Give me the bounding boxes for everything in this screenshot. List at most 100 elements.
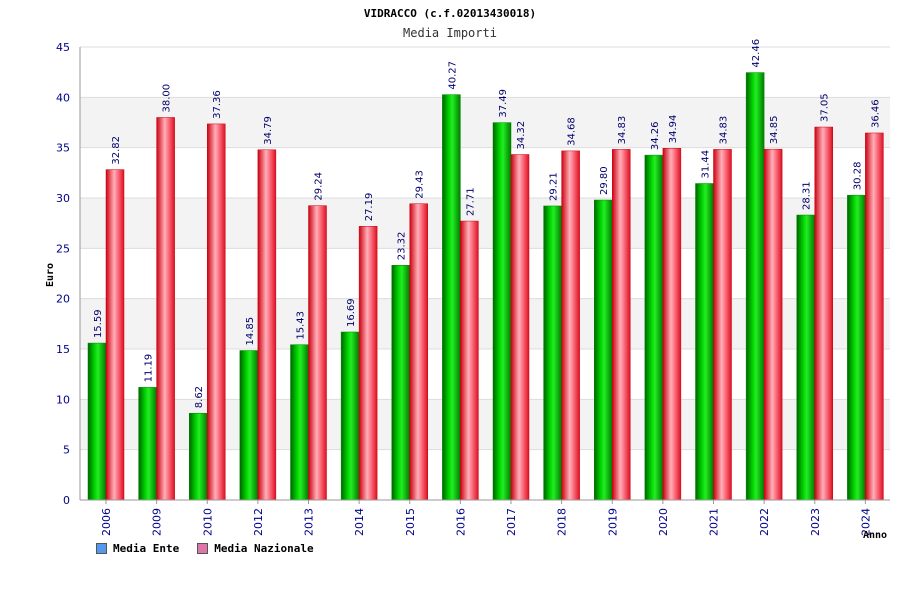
bar-media-ente-2010 (189, 412, 208, 501)
data-label: 34.83 (617, 116, 628, 145)
data-label: 38.00 (162, 84, 173, 113)
data-label: 42.46 (751, 39, 762, 68)
x-tick-label: 2014 (353, 508, 366, 536)
y-tick-label: 40 (56, 91, 70, 104)
bar-media-ente-2006 (87, 342, 107, 501)
bar-media-ente-2014 (340, 331, 360, 501)
x-tick-label: 2020 (657, 508, 670, 536)
bar-media-nazionale-2019 (612, 149, 631, 501)
bar-media-ente-2016 (442, 94, 461, 501)
data-label: 34.94 (668, 115, 679, 144)
x-tick-label: 2017 (505, 508, 518, 536)
data-label: 34.68 (567, 117, 578, 146)
x-tick-label: 2009 (151, 508, 164, 536)
x-tick-label: 2013 (303, 508, 316, 536)
bars: 15.59 32.82 11.19 38.00 8.62 37.36 14.85 34.79 1… (87, 39, 884, 501)
legend-item-media-ente: Media Ente (96, 542, 179, 555)
x-tick-label: 2018 (556, 508, 569, 536)
data-label: 37.36 (212, 90, 223, 119)
y-tick-label: 45 (56, 41, 70, 54)
bar-media-ente-2015 (391, 264, 410, 501)
data-label: 34.79 (263, 116, 274, 145)
data-label: 11.19 (144, 354, 155, 383)
data-label: 32.82 (111, 136, 122, 165)
data-label: 8.62 (194, 386, 205, 408)
data-label: 29.43 (415, 170, 426, 199)
bar-media-nazionale-2021 (713, 149, 732, 501)
bar-media-ente-2018 (543, 205, 562, 501)
axes: 0 5 10 15 20 25 30 35 40 45 2006 2009 2010 2012 2013 20… (56, 41, 890, 536)
bar-media-nazionale-2023 (814, 126, 833, 501)
legend-label: Media Ente (113, 542, 180, 555)
data-label: 34.85 (769, 116, 780, 145)
data-label: 37.49 (498, 89, 509, 118)
bar-media-nazionale-2012 (257, 149, 277, 501)
y-tick-label: 35 (56, 142, 70, 155)
legend-label: Media Nazionale (214, 542, 314, 555)
y-tick-label: 5 (63, 444, 70, 457)
data-label: 27.19 (364, 193, 375, 222)
data-label: 34.83 (719, 116, 730, 145)
bar-media-ente-2017 (492, 122, 512, 501)
bar-media-nazionale-2014 (358, 226, 378, 501)
bar-media-nazionale-2010 (207, 123, 226, 501)
x-tick-label: 2024 (859, 508, 872, 536)
bar-media-ente-2019 (594, 199, 613, 501)
legend-swatch-icon (197, 543, 209, 554)
data-label: 34.26 (650, 121, 661, 150)
data-label: 27.71 (465, 187, 476, 216)
data-label: 31.44 (701, 150, 712, 179)
y-tick-label: 0 (63, 494, 70, 507)
bar-media-nazionale-2009 (156, 117, 175, 501)
bar-media-ente-2023 (796, 214, 815, 501)
bar-media-ente-2009 (138, 387, 157, 501)
x-tick-label: 2021 (708, 508, 721, 536)
data-label: 36.46 (870, 99, 881, 128)
x-tick-label: 2022 (758, 508, 771, 536)
bar-media-ente-2013 (290, 344, 309, 501)
data-label: 29.24 (314, 172, 325, 201)
x-axis-label: Anno (863, 530, 887, 541)
bar-media-nazionale-2017 (510, 154, 530, 501)
chart-title: VIDRACCO (c.f.02013430018) (364, 7, 536, 20)
x-tick-label: 2012 (252, 508, 265, 536)
bar-media-nazionale-2016 (460, 220, 479, 501)
bar-media-ente-2022 (745, 72, 765, 501)
data-label: 14.85 (245, 317, 256, 346)
bar-media-nazionale-2006 (105, 169, 125, 501)
bar-media-ente-2012 (239, 350, 259, 501)
bar-media-nazionale-2015 (409, 203, 428, 501)
x-tick-label: 2016 (454, 508, 467, 536)
legend: Media Ente Media Nazionale (96, 542, 314, 555)
data-label: 40.27 (447, 61, 458, 90)
bar-media-nazionale-2013 (308, 205, 327, 501)
data-label: 29.80 (599, 166, 610, 195)
data-label: 29.21 (549, 172, 560, 201)
data-label: 16.69 (346, 298, 357, 327)
bar-media-nazionale-2022 (763, 148, 783, 501)
bar-media-ente-2020 (644, 154, 664, 501)
bar-media-nazionale-2020 (662, 148, 682, 501)
data-label: 15.43 (296, 311, 307, 340)
bar-media-nazionale-2024 (865, 132, 884, 501)
data-label: 37.05 (820, 93, 831, 122)
data-label: 30.28 (852, 162, 863, 191)
bar-media-nazionale-2018 (561, 150, 580, 501)
x-tick-label: 2019 (606, 508, 619, 536)
y-tick-label: 30 (56, 192, 70, 205)
data-label: 34.32 (516, 121, 527, 150)
x-tick-label: 2006 (100, 508, 113, 536)
legend-swatch-icon (96, 543, 107, 554)
legend-item-media-nazionale: Media Nazionale (197, 542, 314, 555)
y-tick-label: 10 (56, 393, 70, 406)
y-tick-label: 25 (56, 242, 70, 255)
bar-media-ente-2024 (847, 194, 866, 501)
y-axis-label: Euro (45, 263, 56, 287)
x-tick-label: 2015 (404, 508, 417, 536)
data-label: 28.31 (802, 181, 813, 210)
data-label: 23.32 (397, 232, 408, 261)
bar-media-ente-2021 (695, 183, 714, 501)
chart-subtitle: Media Importi (403, 26, 497, 40)
x-tick-label: 2023 (809, 508, 822, 536)
